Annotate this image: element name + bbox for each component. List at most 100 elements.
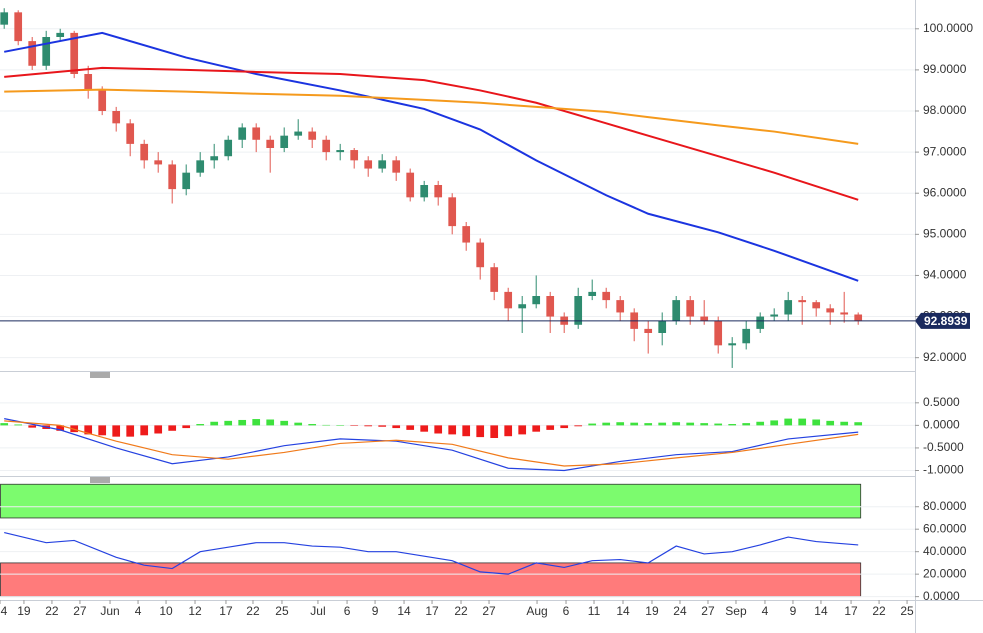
y-tick-label: -1.0000 [923,463,964,477]
macd-bar [252,419,261,426]
candle-body [476,242,485,268]
x-tick-label: 17 [425,604,439,618]
y-tick-label: 98.0000 [923,103,967,117]
x-tick-label: 27 [482,604,496,618]
x-tick-label: 6 [563,604,570,618]
macd-bar [308,424,317,426]
panel: 0.5000 0.0000 -0.5000 -1.0000 [0,395,964,477]
x-tick-label: 4 [1,604,8,618]
candle-body [420,185,429,198]
candle-body [798,300,807,303]
candle-body [686,300,695,317]
x-tick-label: 9 [790,604,797,618]
x-tick-label: 14 [814,604,828,618]
y-tick-label: 20.0000 [923,566,967,580]
macd-bar [336,425,345,426]
macd-bar [294,422,303,426]
last-price-label: 92.8939 [924,314,968,328]
x-tick-label: 22 [872,604,886,618]
y-tick-label: 92.0000 [923,350,967,364]
candle-body [770,314,779,317]
candle-body [42,37,51,66]
macd-bar [56,425,65,431]
candle-body [574,296,583,325]
panel: 0.0000 20.0000 40.0000 60.0000 80.0000 4 19 22 2… [0,483,967,618]
candle-body [406,172,415,198]
panel-grip[interactable] [90,477,110,483]
indicator-line [4,531,859,575]
candle-body [588,291,597,296]
candle-body [322,139,331,153]
macd-bar [630,422,639,426]
macd-bar [126,425,135,437]
x-tick-label: 24 [673,604,687,618]
macd-bar [574,425,583,427]
candle-body [140,143,149,161]
candle-body [392,160,401,173]
x-tick-label: 22 [45,604,59,618]
panel-grip[interactable] [90,372,110,378]
macd-bar [476,425,485,438]
candle-body [532,296,541,305]
macd-bar [98,425,107,436]
candle-body [182,172,191,190]
candle-body [672,300,681,321]
x-tick-label: 4 [762,604,769,618]
candle-body [252,127,261,140]
macd-bar [798,418,807,426]
macd-bar [420,425,429,432]
macd-bar [112,425,121,437]
macd-bar [840,421,849,426]
y-tick-label: 94.0000 [923,268,967,282]
x-tick-label: 17 [219,604,233,618]
panel: 92.000093.000094.000095.000096.000097.00… [0,8,973,368]
macd-bar [364,425,373,427]
macd-bar [504,425,513,437]
macd-bar [518,425,527,435]
macd-bar [644,423,653,426]
candle-body [196,160,205,173]
y-tick-label: -0.5000 [923,440,964,454]
x-tick-label: 14 [616,604,630,618]
macd-bar [588,423,597,426]
y-tick-label: 95.0000 [923,227,967,241]
candle-body [378,160,387,169]
candle-body [826,308,835,313]
candle-body [364,160,373,169]
candle-body [854,314,863,321]
macd-bar [350,425,359,426]
y-tick-label: 80.0000 [923,499,967,513]
macd-bar [84,425,93,435]
candle-body [350,150,359,161]
x-tick-label: 10 [159,604,173,618]
macd-bar [392,425,401,429]
x-tick-label: 17 [844,604,858,618]
macd-bar [434,425,443,434]
candle-body [504,291,513,309]
candle-body [84,74,93,91]
y-tick-label: 60.0000 [923,521,967,535]
candle-body [0,12,9,25]
macd-bar [532,425,541,432]
x-tick-label: 9 [372,604,379,618]
y-tick-label: 100.0000 [923,21,973,35]
candle-body [602,291,611,301]
x-tick-label: 27 [701,604,715,618]
y-tick-label: 0.0000 [923,418,960,432]
x-tick-label: 25 [900,604,914,618]
rsi-zone [0,483,862,519]
candle-body [280,135,289,148]
x-tick-label: 22 [246,604,260,618]
macd-bar [812,419,821,426]
x-tick-label: 19 [17,604,31,618]
macd-bar [406,425,415,430]
macd-bar [700,423,709,426]
y-tick-label: 0.0000 [923,589,960,603]
macd-bar [196,424,205,426]
candle-body [294,131,303,136]
x-tick-label: Sep [725,604,747,618]
macd-bar [322,424,331,426]
indicator-line [4,420,859,467]
indicator-line [4,88,859,145]
